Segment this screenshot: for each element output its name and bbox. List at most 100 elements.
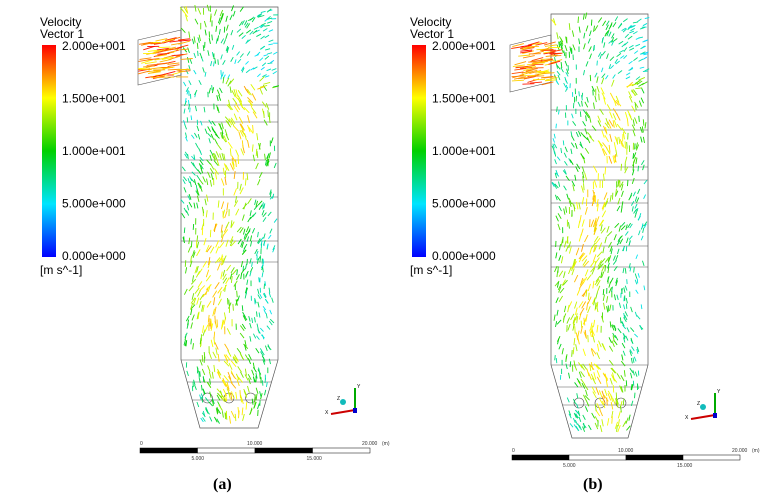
velocity-vector — [231, 90, 236, 97]
velocity-vector — [209, 13, 212, 21]
velocity-vector — [619, 385, 623, 393]
velocity-vector — [240, 325, 245, 331]
velocity-vector — [197, 268, 203, 276]
velocity-vector — [558, 343, 562, 350]
velocity-vector — [602, 203, 606, 211]
velocity-vector — [218, 404, 223, 412]
velocity-vector — [183, 207, 188, 213]
velocity-vector — [144, 61, 157, 65]
velocity-vector — [550, 49, 563, 53]
velocity-vector — [551, 182, 555, 187]
velocity-vector — [611, 340, 615, 347]
velocity-vector — [268, 39, 274, 43]
velocity-vector — [222, 209, 226, 217]
velocity-vector — [191, 278, 197, 285]
velocity-vector — [611, 410, 614, 419]
velocity-vector — [188, 285, 194, 292]
velocity-vector — [206, 300, 212, 308]
velocity-vector — [155, 54, 168, 58]
velocity-vector — [644, 51, 649, 54]
velocity-vector — [612, 74, 616, 79]
velocity-vector — [573, 258, 577, 267]
velocity-vector — [621, 201, 624, 208]
velocity-vector — [236, 378, 240, 387]
velocity-vector — [620, 184, 624, 191]
velocity-vector — [623, 337, 626, 343]
velocity-vector — [556, 336, 561, 342]
velocity-vector — [250, 83, 256, 91]
velocity-vector — [578, 301, 584, 308]
velocity-vector — [249, 408, 253, 416]
legend-title: Velocity — [410, 15, 451, 29]
colorbar-tick-label: 5.000e+000 — [432, 197, 496, 211]
velocity-vector — [586, 96, 589, 103]
velocity-vector — [221, 13, 224, 20]
velocity-vector — [254, 54, 259, 57]
velocity-vector — [190, 302, 194, 310]
velocity-vector — [641, 223, 644, 229]
velocity-vector — [592, 254, 597, 262]
velocity-vector — [575, 247, 580, 256]
velocity-vector — [240, 268, 246, 274]
velocity-vector — [531, 57, 544, 62]
velocity-vector — [252, 154, 255, 162]
velocity-vector — [579, 141, 583, 148]
velocity-vector — [232, 10, 236, 17]
velocity-vector — [580, 185, 584, 193]
velocity-vector — [194, 266, 198, 274]
scale-label: 20.000 — [362, 441, 378, 447]
scale-segment — [568, 454, 627, 461]
velocity-vector — [202, 67, 205, 73]
velocity-vector — [255, 200, 258, 207]
velocity-vector — [627, 110, 632, 118]
velocity-vector — [231, 155, 237, 163]
velocity-vector — [603, 125, 607, 134]
velocity-vector — [188, 80, 192, 86]
velocity-vector — [268, 43, 273, 46]
velocity-vector — [182, 179, 186, 185]
velocity-vector — [138, 41, 151, 45]
velocity-vector — [616, 240, 621, 246]
velocity-vector — [602, 148, 608, 156]
velocity-vector — [256, 51, 261, 56]
velocity-vector — [171, 42, 184, 46]
velocity-vector — [611, 367, 617, 374]
velocity-vector — [239, 53, 244, 58]
velocity-vector — [590, 260, 596, 268]
velocity-vector — [540, 59, 553, 62]
velocity-vector — [579, 307, 585, 316]
velocity-vector — [261, 209, 265, 216]
velocity-vector — [557, 283, 562, 291]
velocity-vector — [634, 101, 639, 108]
velocity-vector — [190, 338, 192, 345]
velocity-vector — [240, 371, 244, 378]
velocity-vector — [609, 111, 613, 119]
velocity-vector — [192, 275, 195, 282]
velocity-vector — [591, 386, 596, 394]
velocity-vector — [251, 369, 255, 376]
axis-label: Z — [697, 401, 700, 407]
velocity-vector — [628, 96, 633, 103]
velocity-vector — [624, 315, 628, 321]
velocity-vector — [251, 228, 256, 234]
velocity-vector — [575, 344, 578, 352]
velocity-vector — [191, 250, 195, 257]
colorbar-tick-label: 2.000e+001 — [62, 39, 126, 53]
velocity-vector — [563, 82, 567, 88]
velocity-vector — [611, 79, 615, 87]
velocity-vector — [578, 26, 581, 33]
velocity-vector — [556, 319, 562, 325]
velocity-vector — [221, 136, 227, 143]
velocity-vector — [520, 47, 533, 50]
axis-label: Y — [357, 384, 361, 390]
velocity-vector — [233, 200, 239, 207]
velocity-vector — [585, 400, 590, 407]
velocity-vector — [622, 267, 625, 274]
velocity-vector — [225, 239, 229, 247]
velocity-vector — [161, 38, 174, 43]
velocity-vector — [222, 388, 228, 397]
velocity-vector — [196, 174, 201, 180]
velocity-vector — [611, 372, 615, 380]
velocity-vector — [603, 192, 608, 200]
